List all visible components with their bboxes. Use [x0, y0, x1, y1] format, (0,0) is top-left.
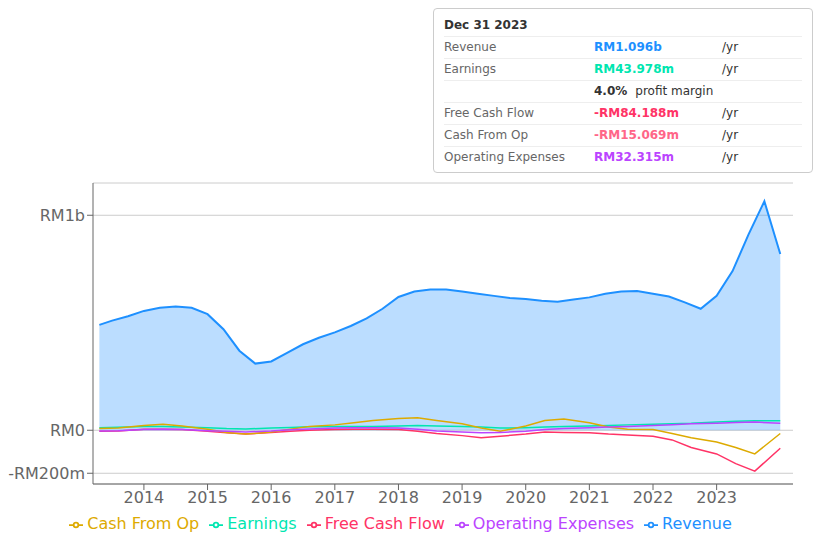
svg-text:2019: 2019 [442, 488, 483, 507]
svg-text:2014: 2014 [124, 488, 165, 507]
html-text:Revenue: Revenue [662, 514, 732, 533]
html-text:/yr: /yr [722, 106, 739, 120]
svg-text:2015: 2015 [187, 488, 228, 507]
svg-text:RM1b: RM1b [40, 206, 85, 225]
html-text:Earnings: Earnings [444, 62, 497, 76]
svg-text:2023: 2023 [696, 488, 737, 507]
svg-text:2021: 2021 [569, 488, 610, 507]
html-text:Free Cash Flow: Free Cash Flow [444, 106, 535, 120]
html-text:-RM15.069m: -RM15.069m [594, 128, 679, 142]
html-text:4.0%: 4.0% [594, 84, 628, 98]
html-text:-RM84.188m: -RM84.188m [594, 106, 679, 120]
html-text:/yr: /yr [722, 128, 739, 142]
html-text:Earnings: Earnings [227, 514, 297, 533]
html-text:RM1.096b: RM1.096b [594, 40, 662, 54]
html-text:RM32.315m: RM32.315m [594, 150, 674, 164]
svg-text:RM0: RM0 [50, 421, 85, 440]
html-text:Dec 31 2023: Dec 31 2023 [444, 18, 528, 32]
html-text:/yr: /yr [722, 40, 739, 54]
html-text:Operating Expenses: Operating Expenses [444, 150, 565, 164]
html-text:Revenue: Revenue [444, 40, 497, 54]
svg-text:-RM200m: -RM200m [8, 464, 85, 483]
svg-text:2020: 2020 [505, 488, 546, 507]
svg-text:2016: 2016 [251, 488, 292, 507]
svg-text:2022: 2022 [633, 488, 674, 507]
html-text:Free Cash Flow: Free Cash Flow [324, 514, 445, 533]
html-text:profit margin: profit margin [635, 84, 714, 98]
html-text:Cash From Op: Cash From Op [444, 128, 528, 142]
html-text:/yr: /yr [722, 150, 739, 164]
html-text:/yr: /yr [722, 62, 739, 76]
html-text:RM43.978m: RM43.978m [594, 62, 674, 76]
html-text:Operating Expenses: Operating Expenses [472, 514, 635, 533]
svg-text:2018: 2018 [378, 488, 419, 507]
svg-text:2017: 2017 [314, 488, 355, 507]
html-text:Cash From Op: Cash From Op [87, 514, 200, 533]
